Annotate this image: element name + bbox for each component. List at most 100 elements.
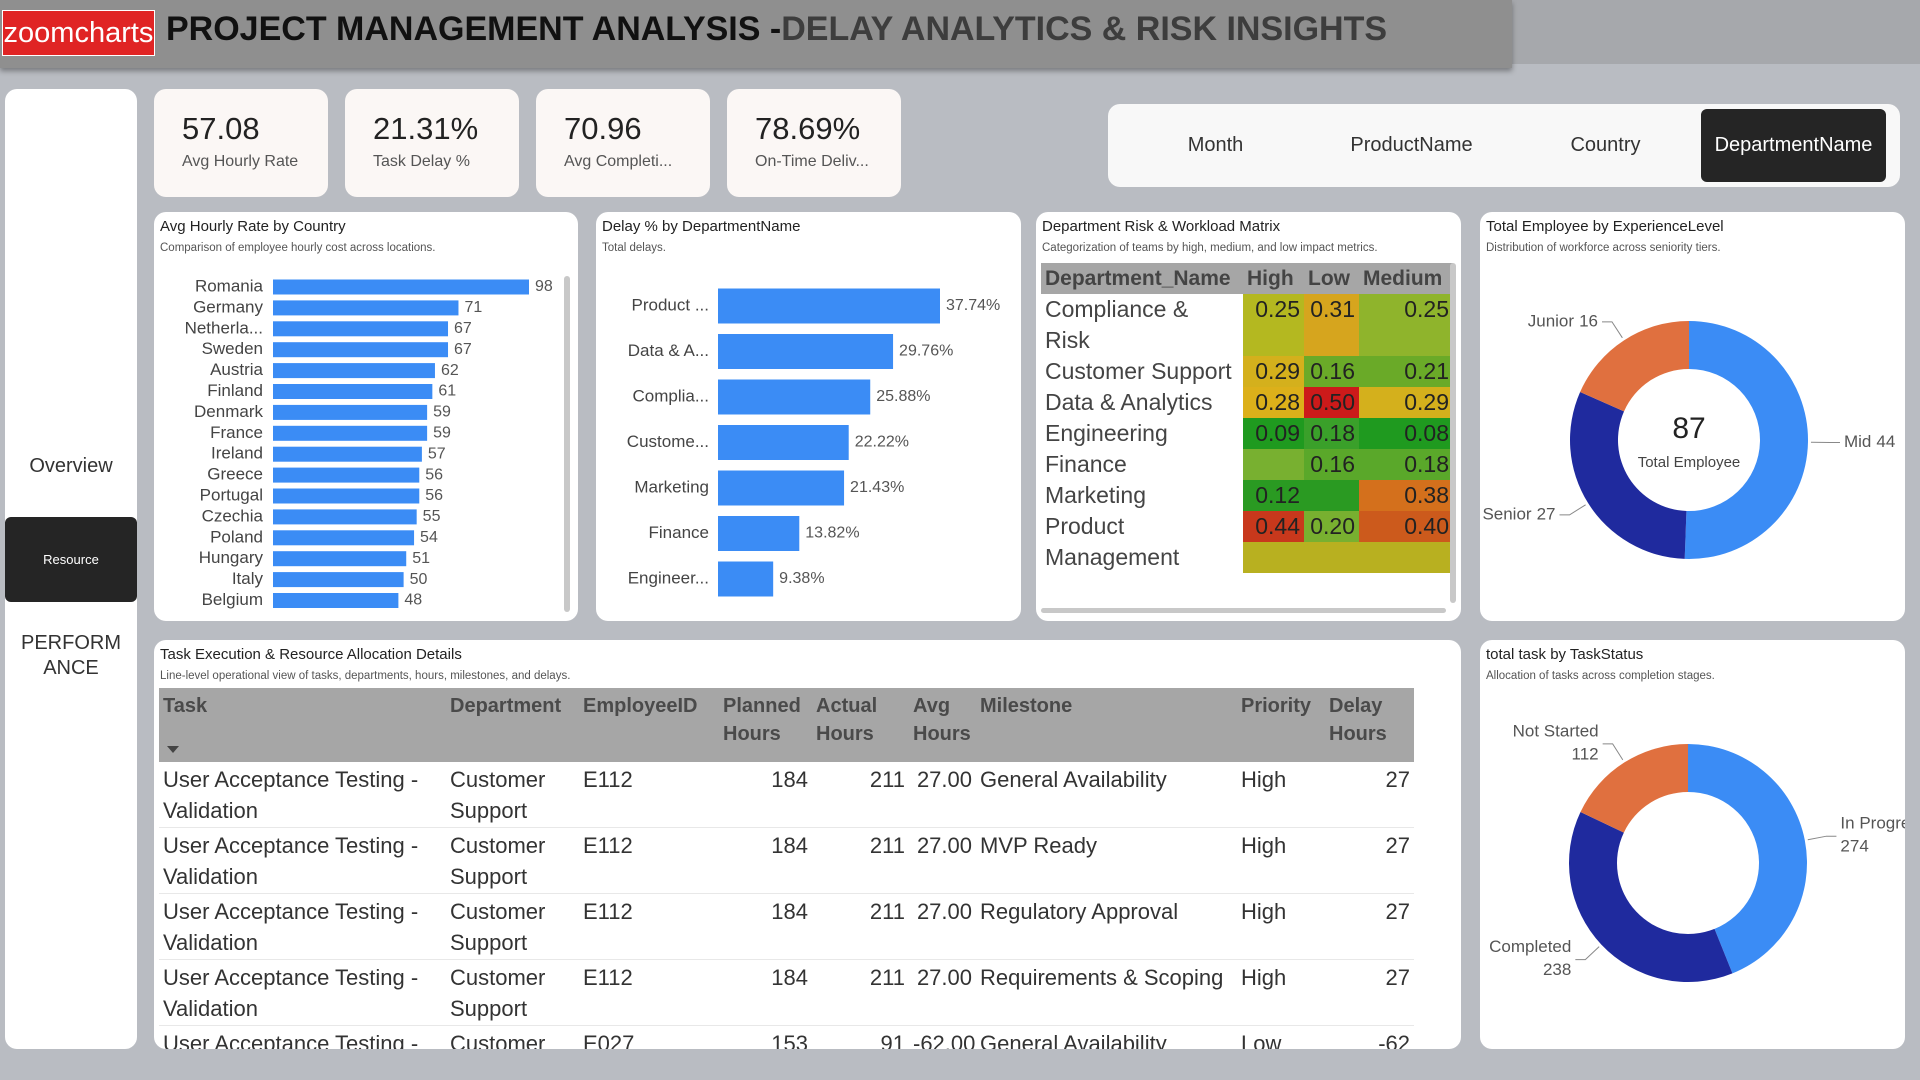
column-header[interactable]: Priority — [1237, 688, 1325, 762]
chart: Product ... 37.74% Data & A... 29.76% Compli… — [627, 288, 1000, 597]
panel-title: Total Employee by ExperienceLevel — [1486, 218, 1724, 235]
row-header: Compliance & Risk — [1045, 296, 1189, 353]
panel-subtitle: Comparison of employee hourly cost acros… — [160, 242, 436, 254]
table-cell: Customer Support — [446, 1025, 579, 1049]
y-tick-label: Romania — [195, 276, 264, 295]
y-tick-label: Complia... — [632, 386, 709, 405]
data-label: 238 — [1543, 960, 1571, 979]
table-cell: Customer Support — [446, 893, 579, 960]
table-cell: High — [1237, 762, 1325, 828]
nav-item[interactable]: Overview — [29, 455, 113, 477]
matrix-cell: 0.18 — [1359, 449, 1453, 480]
title-accent: DELAY ANALYTICS & RISK INSIGHTS — [781, 10, 1388, 48]
matrix-cell: 0.25 — [1359, 294, 1453, 356]
matrix-row: Customer Support 0.29 0.16 0.21 — [1041, 356, 1453, 387]
row-header: Customer Support — [1045, 358, 1232, 384]
data-label: 21.43% — [850, 479, 904, 496]
matrix-cell: 0.44 — [1243, 511, 1304, 542]
chart-panel: Total Employee by ExperienceLevel Distri… — [1480, 212, 1905, 621]
panel-subtitle: Line-level operational view of tasks, de… — [160, 670, 571, 682]
kpi-card: 78.69% On-Time Deliv... — [727, 89, 901, 197]
table-cell: 27.00 — [909, 827, 976, 894]
kpi-row: 57.08 Avg Hourly Rate 21.31% Task Delay % 70… — [154, 89, 901, 197]
data-label: 56 — [425, 466, 443, 483]
panel-subtitle: Distribution of workforce across seniori… — [1486, 242, 1721, 254]
slicer-option[interactable]: ProductName — [1350, 134, 1473, 156]
bar — [273, 551, 407, 567]
slicer-option[interactable]: DepartmentName — [1701, 109, 1886, 182]
column-header[interactable]: Actual Hours — [812, 688, 909, 762]
column-header[interactable]: Avg Hours — [909, 688, 976, 762]
slicer-option[interactable]: Country — [1570, 134, 1641, 156]
legend-label: Not Started — [1513, 721, 1599, 740]
slicer-option[interactable]: Month — [1187, 134, 1244, 156]
data-label: 98 — [535, 278, 553, 295]
column-header: Low — [1304, 263, 1359, 294]
y-tick-label: Finance — [649, 523, 709, 542]
table-cell: 184 — [719, 959, 812, 1026]
y-tick-label: Greece — [207, 465, 263, 484]
bar — [273, 425, 428, 441]
row-header: Data & Analytics — [1045, 389, 1213, 415]
column-header[interactable]: EmployeeID — [579, 688, 719, 762]
legend-label: Junior — [1528, 311, 1575, 330]
bar — [273, 530, 415, 546]
matrix-cell: 0.25 — [1243, 294, 1304, 356]
matrix-row: Marketing 0.12 0.38 — [1041, 480, 1453, 511]
table-cell: High — [1237, 959, 1325, 1026]
kpi-value: 21.31% — [373, 111, 479, 146]
column-header[interactable]: Delay Hours — [1325, 688, 1414, 762]
column-header[interactable]: Planned Hours — [719, 688, 812, 762]
data-label: 55 — [423, 508, 441, 525]
bar — [273, 593, 399, 608]
matrix-row: Product 0.44 0.20 0.40 — [1041, 511, 1453, 542]
table-cell: Customer Support — [446, 959, 579, 1026]
table-cell: User Acceptance Testing - Validation — [159, 893, 446, 960]
nav-item[interactable]: PERFORMANCE — [21, 632, 121, 679]
bar — [273, 384, 433, 399]
matrix-cell: 0.16 — [1304, 356, 1359, 387]
table-cell: 184 — [719, 827, 812, 894]
column-header[interactable]: Department — [446, 688, 579, 762]
data-label: 57 — [428, 445, 446, 462]
y-tick-label: Ireland — [211, 444, 263, 463]
table-cell: -62.00 — [909, 1025, 976, 1049]
header-row: Department_Name High Low Medium — [1041, 263, 1453, 294]
nav-item[interactable]: Resource — [5, 517, 137, 602]
logo: zoomcharts — [2, 10, 155, 56]
sort-icon[interactable] — [166, 744, 180, 754]
bar — [718, 470, 845, 506]
matrix-row: Management — [1041, 542, 1453, 573]
table-cell: User Acceptance Testing - Validation — [159, 959, 446, 1026]
header-row: Task Department EmployeeID Planned Hours Act… — [159, 688, 1414, 762]
slice — [1580, 321, 1689, 412]
table-cell: E112 — [579, 959, 719, 1026]
bar — [273, 404, 428, 420]
matrix-row: Data & Analytics 0.28 0.50 0.29 — [1041, 387, 1453, 418]
matrix-cell: 0.31 — [1304, 294, 1359, 356]
slice — [1684, 321, 1808, 559]
table-cell: High — [1237, 893, 1325, 960]
column-header[interactable]: Task — [159, 688, 446, 762]
table-cell: 184 — [719, 893, 812, 960]
legend-label: Completed — [1489, 937, 1571, 956]
column-header[interactable]: Milestone — [976, 688, 1237, 762]
table-cell: E112 — [579, 762, 719, 828]
table-cell: 91 — [812, 1025, 909, 1049]
slice — [1688, 744, 1807, 974]
data-label: 67 — [454, 320, 472, 337]
data-label: 62 — [441, 362, 459, 379]
table-cell: 27 — [1325, 959, 1414, 1026]
chart: In Progress 274 Completed 238 Not Started 112 — [1489, 721, 1905, 982]
table-cell: General Availability — [976, 1025, 1237, 1049]
data-label: 112 — [1572, 744, 1599, 763]
data-label: 71 — [464, 299, 482, 316]
table-cell: 211 — [812, 827, 909, 894]
legend-label: Senior — [1482, 504, 1531, 523]
column-header: High — [1243, 263, 1304, 294]
data-label: 61 — [438, 383, 456, 400]
